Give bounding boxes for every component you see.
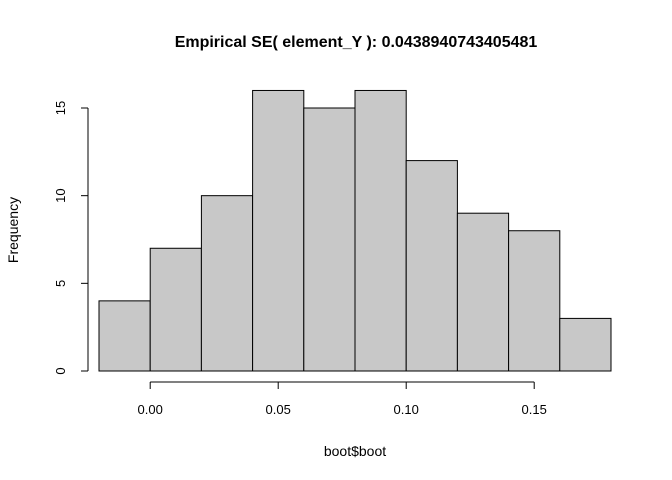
y-tick-label: 5 xyxy=(53,280,68,287)
x-axis: 0.00 0.05 0.10 0.15 xyxy=(138,381,547,417)
histogram-bar xyxy=(149,247,202,372)
x-tick-label: 0.10 xyxy=(394,402,419,417)
histogram-bar xyxy=(508,230,561,372)
bars-group xyxy=(98,89,612,372)
x-tick-label: 0.00 xyxy=(138,402,163,417)
y-tick-label: 10 xyxy=(53,188,68,202)
y-axis-label: Frequency xyxy=(5,197,21,263)
histogram-bar xyxy=(98,300,151,372)
histogram-bar xyxy=(252,89,305,372)
y-axis: 0 5 10 15 xyxy=(53,101,89,375)
histogram-bar xyxy=(303,107,356,372)
x-tick-label: 0.05 xyxy=(266,402,291,417)
x-axis-label: boot$boot xyxy=(324,443,386,459)
histogram-bar xyxy=(354,89,407,372)
y-tick-label: 15 xyxy=(53,101,68,115)
histogram-bar xyxy=(559,317,612,372)
x-tick-label: 0.15 xyxy=(522,402,547,417)
y-tick-label: 0 xyxy=(53,367,68,374)
histogram-bar xyxy=(405,160,458,372)
chart-title: Empirical SE( element_Y ): 0.04389407434… xyxy=(175,34,538,51)
histogram-bar xyxy=(200,195,254,372)
histogram-bar xyxy=(456,212,510,372)
